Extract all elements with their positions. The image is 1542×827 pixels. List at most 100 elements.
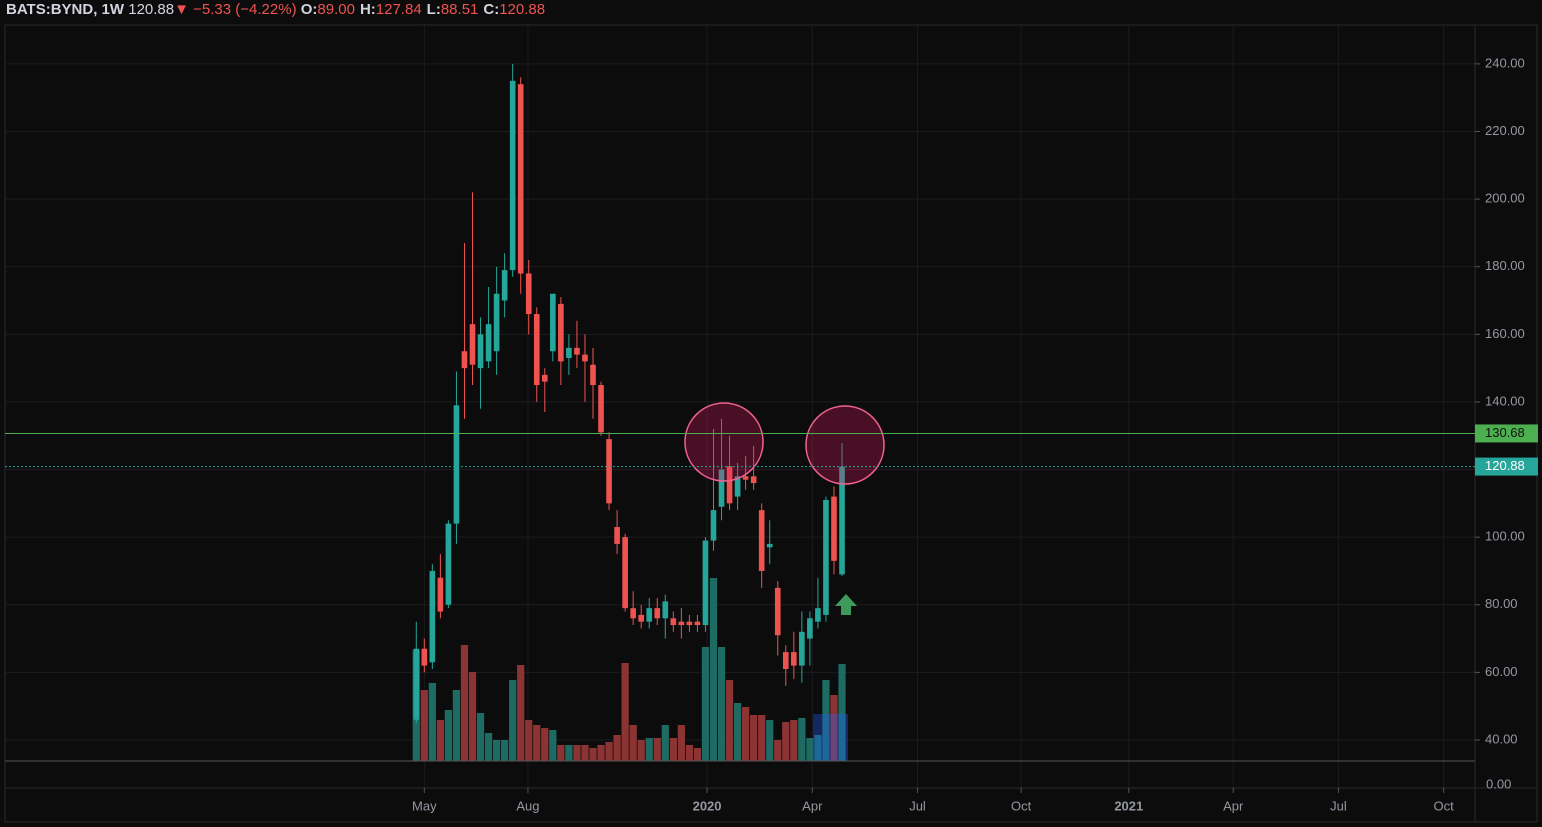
candle-body xyxy=(686,621,693,626)
volume-bar xyxy=(806,738,814,761)
candle-body xyxy=(638,614,645,622)
candle-body xyxy=(791,652,797,666)
ohlc-value: 127.84 xyxy=(375,1,422,18)
volume-bar xyxy=(621,663,629,761)
price-label-box xyxy=(1475,457,1538,476)
x-tick-label: Aug xyxy=(516,798,539,813)
candle-body xyxy=(445,523,452,605)
ohlc-label: O: xyxy=(300,1,318,18)
volume-bar xyxy=(766,720,774,761)
candle-body xyxy=(630,608,636,619)
volume-bar xyxy=(468,672,477,761)
candle-body xyxy=(485,324,492,362)
volume-bar xyxy=(782,722,790,761)
candle-body xyxy=(718,469,725,507)
y-tick-label: 80.00 xyxy=(1485,596,1518,611)
candle-body xyxy=(558,303,564,362)
candle-body xyxy=(413,648,420,720)
y-tick-label: 40.00 xyxy=(1485,731,1518,746)
candle-body xyxy=(726,466,733,504)
volume-bar xyxy=(565,745,573,761)
volume-bar xyxy=(742,707,750,761)
y-tick-label: 60.00 xyxy=(1485,664,1518,679)
volume-bar xyxy=(613,735,621,761)
candle-body xyxy=(469,324,476,365)
candle-body xyxy=(774,587,781,636)
volume-bar xyxy=(525,720,533,761)
volume-bar xyxy=(822,680,830,761)
candle-body xyxy=(831,496,837,561)
volume-bar xyxy=(790,720,798,761)
volume-bar xyxy=(501,740,509,761)
volume-bar xyxy=(709,578,718,761)
y-tick-label: 240.00 xyxy=(1485,55,1525,70)
y-tick-label: 100.00 xyxy=(1485,529,1525,544)
price-label: 130.68 xyxy=(1485,425,1525,440)
volume-bar xyxy=(645,738,653,761)
x-tick-label: Apr xyxy=(1223,798,1244,813)
candle-body xyxy=(590,364,596,386)
ohlc: O:89.00 H:127.84 L:88.51 C:120.88 xyxy=(301,1,550,18)
candle-body xyxy=(533,314,540,386)
volume-bar xyxy=(661,725,669,761)
candle-body xyxy=(839,466,845,575)
volume-bar xyxy=(597,745,605,761)
x-tick-label: 2021 xyxy=(1114,798,1143,813)
axes: 40.0060.0080.00100.00120.00140.00160.001… xyxy=(5,55,1538,813)
ohlc-label: C: xyxy=(483,1,500,18)
candle-body xyxy=(437,577,444,612)
volume-bar xyxy=(677,725,685,761)
candle-body xyxy=(477,334,484,369)
volume-bar xyxy=(830,695,838,761)
candle-body xyxy=(782,652,789,670)
candle-body xyxy=(429,570,436,663)
volume-bar xyxy=(581,745,589,761)
candle-body xyxy=(694,621,701,626)
volume-bar xyxy=(758,715,766,761)
volume-bar xyxy=(750,715,758,761)
candle-body xyxy=(614,527,620,544)
candles xyxy=(413,63,845,724)
volume-bar xyxy=(814,735,822,761)
change: −5.33 (−4.22%) xyxy=(193,1,297,18)
y-tick-label: 160.00 xyxy=(1485,326,1525,341)
candle-body xyxy=(742,476,749,480)
ohlc-value: 88.51 xyxy=(440,1,479,18)
volume-bar xyxy=(517,665,525,761)
price-label: 120.88 xyxy=(1485,458,1525,473)
candle-body xyxy=(525,273,532,315)
volume-bar xyxy=(557,745,565,761)
candle-body xyxy=(734,476,741,497)
candle-body xyxy=(550,293,556,352)
candle-body xyxy=(758,510,765,571)
highlight-box xyxy=(813,714,848,761)
volume-bar xyxy=(693,748,702,761)
candle-body xyxy=(815,608,821,622)
legend-header: BATS:BYND, 1W 120.88▼ −5.33 (−4.22%) O:8… xyxy=(6,0,550,22)
candle-body xyxy=(453,405,460,524)
candle-body xyxy=(517,84,524,274)
volume-bar xyxy=(589,748,597,761)
candle-body xyxy=(710,510,717,541)
ohlc-value: 89.00 xyxy=(317,1,355,18)
candle-body xyxy=(622,537,628,609)
volume-bar xyxy=(701,647,710,761)
candle-body xyxy=(598,385,604,433)
volume-bar xyxy=(653,738,661,761)
x-tick-label: Jul xyxy=(1330,798,1347,813)
candle-body xyxy=(421,648,428,666)
volume-bar xyxy=(798,718,806,761)
volume-bar xyxy=(838,664,846,761)
candle-body xyxy=(461,351,468,369)
volume-bar xyxy=(717,647,726,761)
ohlc-value: 120.88 xyxy=(499,1,546,18)
candle-body xyxy=(766,543,773,548)
symbol: BATS:BYND, 1W xyxy=(6,1,125,18)
x-tick-label: Oct xyxy=(1011,798,1032,813)
volume-bar xyxy=(420,690,428,761)
candle-body xyxy=(702,540,709,626)
candle-body xyxy=(823,499,829,615)
y-tick-label: 180.00 xyxy=(1485,258,1525,273)
volume-bar xyxy=(637,740,645,761)
volume-bar xyxy=(685,745,694,761)
